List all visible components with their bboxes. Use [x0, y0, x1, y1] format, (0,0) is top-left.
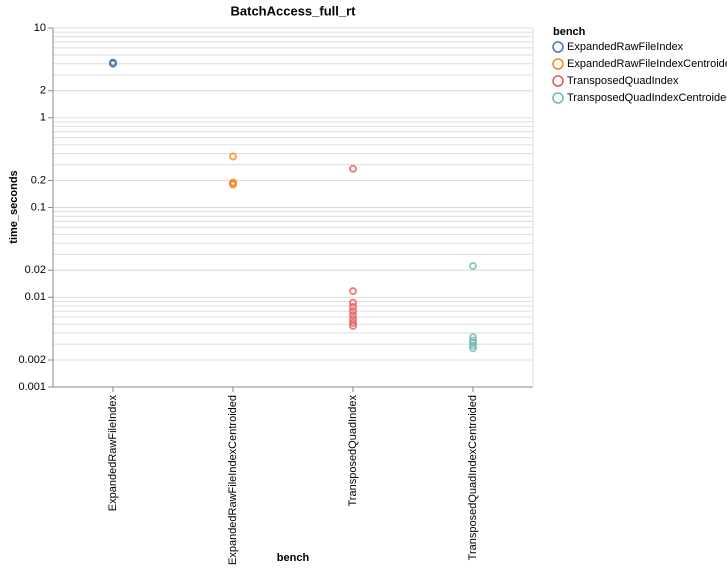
point	[469, 341, 477, 350]
x-tick-label: TransposedQuadIndex	[347, 395, 359, 507]
point	[349, 318, 357, 327]
point	[469, 261, 477, 270]
chart-title: BatchAccess_full_rt	[231, 3, 357, 18]
point	[349, 287, 357, 296]
point	[109, 59, 117, 68]
point	[349, 307, 357, 316]
point	[229, 152, 237, 161]
legend-title: bench	[553, 26, 586, 38]
x-tick-label: ExpandedRawFileIndexCentroided	[227, 395, 239, 565]
x-tick-label: ExpandedRawFileIndex	[107, 395, 119, 512]
legend-symbol	[552, 75, 564, 87]
point	[349, 298, 357, 307]
legend-label: ExpandedRawFileIndex	[567, 41, 684, 53]
y-tick-label: 0.1	[31, 201, 46, 213]
y-tick-label: 0.01	[25, 291, 46, 303]
legend-label: ExpandedRawFileIndexCentroided	[567, 58, 727, 70]
point	[349, 311, 357, 320]
point	[349, 321, 357, 330]
legend-symbol	[552, 58, 564, 70]
y-tick-label: 10	[34, 22, 46, 34]
legend-label: TransposedQuadIndexCentroided	[567, 92, 727, 104]
y-axis-title: time_seconds	[8, 170, 20, 243]
y-tick-label: 0.001	[18, 381, 46, 393]
legend-label: TransposedQuadIndex	[567, 75, 679, 87]
point	[349, 164, 357, 173]
y-tick-label: 0.02	[25, 264, 46, 276]
y-tick-label: 0.2	[31, 174, 46, 186]
x-axis-title: bench	[277, 552, 310, 564]
legend-symbol	[552, 41, 564, 53]
y-tick-label: 1	[40, 112, 46, 124]
y-tick-label: 2	[40, 85, 46, 97]
y-tick-label: 0.002	[18, 354, 46, 366]
point	[229, 180, 237, 189]
legend-symbol	[552, 92, 564, 104]
x-tick-label: TransposedQuadIndexCentroided	[467, 395, 479, 560]
point	[469, 344, 477, 353]
point	[349, 302, 357, 311]
